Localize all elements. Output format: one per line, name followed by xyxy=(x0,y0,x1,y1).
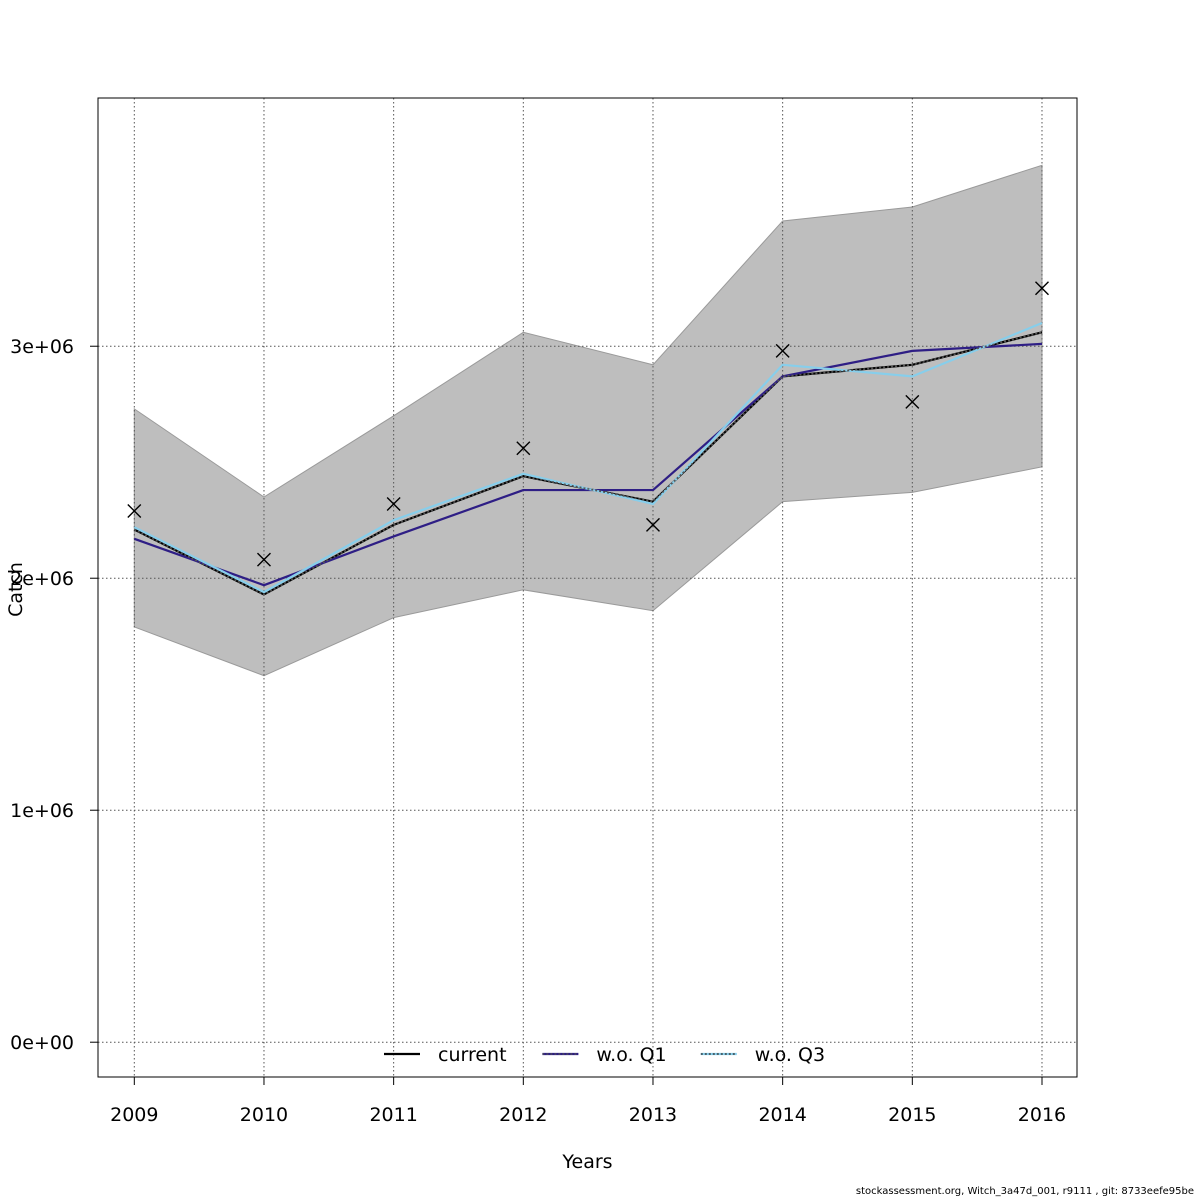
observation-marker xyxy=(256,552,271,567)
observation-marker xyxy=(1034,281,1049,296)
series-line-overlay-3 xyxy=(133,331,1043,596)
x-tick-label: 2015 xyxy=(888,1104,936,1126)
series-line-w-o-q1 xyxy=(133,342,1043,587)
x-tick-label: 2010 xyxy=(240,1104,288,1126)
observation-marker xyxy=(127,503,142,518)
x-tick-label: 2011 xyxy=(369,1104,417,1126)
plot-frame xyxy=(97,97,1078,1078)
grid-layer xyxy=(98,98,1077,1077)
x-tick-label: 2013 xyxy=(629,1104,677,1126)
observation-marker xyxy=(645,517,660,532)
axis-layer: 2009 2010 2011 2012 2013 2014 2015 2016 0e+00 1e+… xyxy=(10,336,1066,1126)
observation-layer xyxy=(127,281,1049,567)
observation-marker xyxy=(516,441,531,456)
observation-marker xyxy=(775,343,790,358)
series-layer xyxy=(133,322,1043,596)
confidence-band xyxy=(133,164,1043,677)
x-tick-label: 2009 xyxy=(110,1104,158,1126)
y-tick-label: 2e+06 xyxy=(10,568,74,590)
legend-label-w-o-q1: w.o. Q1 xyxy=(596,1044,666,1066)
observation-marker xyxy=(386,496,401,511)
x-tick-label: 2012 xyxy=(499,1104,547,1126)
x-axis-title: Years xyxy=(561,1151,612,1173)
legend-label-w-o-q3: w.o. Q3 xyxy=(755,1044,825,1066)
legend: current w.o. Q1 w.o. Q3 xyxy=(384,1044,825,1066)
legend-label-current: current xyxy=(438,1044,507,1066)
y-tick-label: 0e+00 xyxy=(10,1032,74,1054)
x-tick-label: 2014 xyxy=(758,1104,806,1126)
confidence-band-layer xyxy=(133,164,1043,677)
y-axis-title: Catch xyxy=(5,562,27,617)
x-tick-label: 2016 xyxy=(1018,1104,1066,1126)
y-tick-label: 1e+06 xyxy=(10,800,74,822)
footer-note: stockassessment.org, Witch_3a47d_001, r9… xyxy=(855,1186,1194,1197)
y-tick-label: 3e+06 xyxy=(10,336,74,358)
observation-marker xyxy=(905,394,920,409)
